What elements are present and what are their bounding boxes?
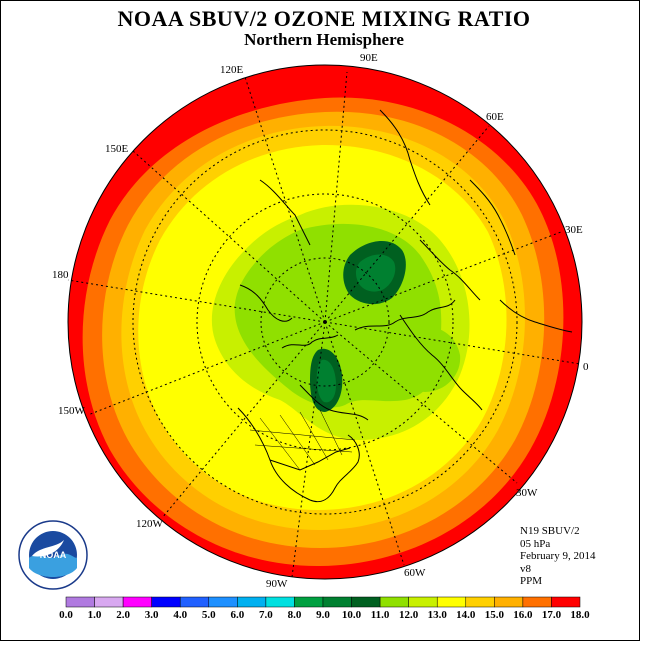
colorbar-ticks: 0.0 1.0 2.0 3.0 4.0 5.0 6.0 7.0 8.0 9.0 10.0 11.0 12… xyxy=(59,609,590,621)
colorbar-swatch xyxy=(436,596,467,608)
colorbar-tick-label: 16.0 xyxy=(513,609,533,621)
colorbar-swatch xyxy=(351,596,381,608)
satellite-label: N19 SBUV/2 xyxy=(520,525,580,537)
figure-frame xyxy=(0,0,640,641)
metadata-block: N19 SBUV/2 05 hPa February 9, 2014 v8 PP… xyxy=(520,525,595,588)
lon-label-90w: 90W xyxy=(266,578,288,590)
colorbar-tick-label: 12.0 xyxy=(399,609,419,621)
colorbar-tick-label: 1.0 xyxy=(88,609,102,621)
figure-title: NOAA SBUV/2 OZONE MIXING RATIO xyxy=(117,6,531,31)
coastlines xyxy=(237,109,573,503)
noaa-logo-text: NOAA xyxy=(40,550,67,560)
lon-label-30w: 30W xyxy=(516,487,538,499)
colorbar-tick-label: 6.0 xyxy=(230,609,244,621)
colorbar-tick-label: 11.0 xyxy=(371,609,390,621)
colorbar-tick-label: 18.0 xyxy=(570,609,590,621)
colorbar-swatch xyxy=(465,596,495,608)
colorbar-tick-label: 4.0 xyxy=(173,609,187,621)
colorbar-tick-label: 2.0 xyxy=(116,609,130,621)
colorbar-swatch xyxy=(208,596,238,608)
lon-label-180: 180 xyxy=(52,269,69,281)
lon-label-120w: 120W xyxy=(136,518,164,530)
pressure-level: 05 hPa xyxy=(520,537,551,550)
colorbar-tick-label: 13.0 xyxy=(428,609,448,621)
figure-subtitle: Northern Hemisphere xyxy=(244,30,404,49)
version-label: v8 xyxy=(520,562,531,575)
noaa-logo: NOAA xyxy=(18,520,88,590)
colorbar-swatch xyxy=(494,596,524,608)
lon-label-30e: 30E xyxy=(565,224,583,236)
colorbar-tick-label: 10.0 xyxy=(342,609,362,621)
lon-label-150w: 150W xyxy=(58,405,86,417)
colorbar-tick-label: 3.0 xyxy=(145,609,159,621)
lon-label-0: 0 xyxy=(583,361,589,373)
colorbar-swatches xyxy=(65,596,581,608)
colorbar-swatch xyxy=(122,596,152,608)
band-9 xyxy=(355,254,396,292)
colorbar-swatch xyxy=(265,596,295,608)
colorbar-tick-label: 15.0 xyxy=(485,609,505,621)
longitude-labels: 90E 60E 30E 0 30W 60W 90W 120W 150W 180 … xyxy=(52,52,589,590)
map-boundary xyxy=(67,64,583,580)
graticule xyxy=(67,71,581,578)
units-label: PPM xyxy=(520,575,543,587)
colorbar-tick-label: 5.0 xyxy=(202,609,216,621)
colorbar-swatch xyxy=(65,596,95,608)
colorbar-tick-label: 14.0 xyxy=(456,609,476,621)
lon-label-60e: 60E xyxy=(486,111,504,123)
colorbar-swatch xyxy=(294,596,324,608)
lon-label-90e: 90E xyxy=(360,52,378,64)
colorbar-swatch xyxy=(322,596,352,608)
colorbar-tick-label: 17.0 xyxy=(542,609,562,621)
colorbar-tick-label: 7.0 xyxy=(259,609,273,621)
date-label: February 9, 2014 xyxy=(520,550,596,562)
lon-label-60w: 60W xyxy=(404,567,426,579)
colorbar-swatch xyxy=(237,596,267,608)
lon-label-150e: 150E xyxy=(105,143,129,155)
colorbar-swatch xyxy=(151,596,181,608)
political-boundaries xyxy=(249,409,356,471)
lon-label-120e: 120E xyxy=(220,64,244,76)
colorbar-tick-label: 0.0 xyxy=(59,609,73,621)
colorbar-swatch xyxy=(551,596,581,608)
colorbar-swatch xyxy=(408,596,438,608)
band-11b xyxy=(400,326,461,392)
band-9b xyxy=(316,359,336,403)
colorbar-swatch xyxy=(379,596,409,608)
colorbar-swatch xyxy=(522,596,552,608)
colorbar-swatch xyxy=(179,596,210,608)
colorbar-swatch xyxy=(94,596,124,608)
colorbar-tick-label: 8.0 xyxy=(288,609,302,621)
colorbar-tick-label: 9.0 xyxy=(316,609,330,621)
